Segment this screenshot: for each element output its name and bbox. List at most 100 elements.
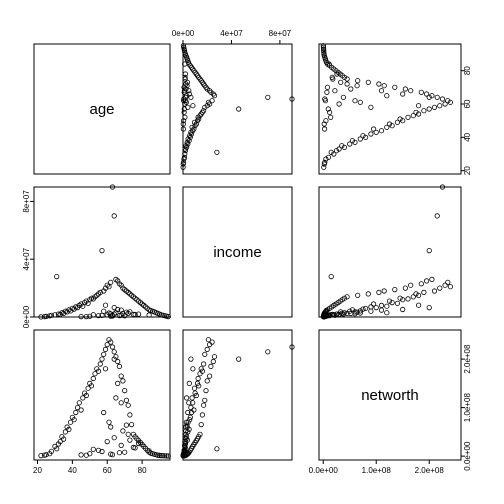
- point: [183, 99, 189, 105]
- point: [326, 109, 333, 115]
- point: [191, 119, 198, 125]
- point: [182, 114, 188, 120]
- point: [289, 344, 295, 350]
- panel-frame: [318, 43, 462, 175]
- point: [109, 184, 116, 190]
- point: [321, 51, 327, 57]
- point: [99, 248, 105, 254]
- point: [185, 409, 191, 416]
- y-tick-label: 2.0e+08: [463, 344, 472, 374]
- point: [146, 312, 152, 318]
- point: [439, 184, 446, 190]
- point: [54, 273, 60, 280]
- point: [80, 395, 86, 401]
- point: [83, 313, 89, 320]
- point: [87, 297, 93, 303]
- point: [376, 81, 382, 87]
- point: [418, 281, 424, 287]
- point: [111, 304, 117, 311]
- point: [163, 453, 170, 459]
- point: [324, 84, 331, 90]
- point: [115, 358, 121, 365]
- point: [184, 422, 190, 428]
- point: [183, 428, 189, 434]
- point: [184, 395, 190, 401]
- point: [180, 121, 186, 127]
- point: [182, 148, 188, 154]
- point: [373, 129, 379, 135]
- point: [180, 164, 186, 170]
- point: [423, 278, 430, 284]
- point: [99, 356, 105, 362]
- point: [334, 311, 340, 317]
- point: [199, 368, 205, 374]
- point: [408, 282, 414, 288]
- point: [156, 452, 163, 458]
- point: [181, 451, 187, 457]
- point: [357, 136, 363, 142]
- point: [204, 346, 210, 352]
- point: [344, 294, 350, 300]
- point: [43, 452, 49, 458]
- point: [182, 61, 188, 67]
- point: [57, 438, 63, 445]
- point: [415, 292, 422, 298]
- point: [348, 310, 354, 317]
- point: [321, 164, 327, 170]
- point: [429, 93, 435, 99]
- point: [109, 344, 116, 350]
- point: [127, 309, 133, 315]
- point: [108, 424, 114, 430]
- point: [394, 300, 400, 306]
- point: [410, 294, 416, 300]
- point: [321, 48, 327, 54]
- point: [445, 279, 451, 285]
- point: [321, 121, 327, 127]
- point: [434, 94, 440, 100]
- point: [360, 306, 366, 312]
- panel-frame: [182, 43, 293, 175]
- panel-age-vs-networth: [318, 43, 462, 175]
- point: [66, 426, 72, 432]
- point: [68, 419, 74, 425]
- point: [90, 312, 96, 318]
- point: [336, 146, 342, 152]
- point: [236, 356, 242, 362]
- point: [426, 304, 432, 311]
- point: [355, 292, 361, 298]
- point: [182, 445, 188, 451]
- point: [189, 124, 195, 130]
- point: [368, 308, 374, 314]
- point: [201, 402, 207, 408]
- point: [90, 375, 96, 382]
- point: [165, 453, 171, 459]
- point: [123, 422, 130, 428]
- point: [180, 126, 186, 132]
- point: [370, 301, 377, 307]
- point: [376, 289, 382, 295]
- x-tick-label: 20: [33, 466, 42, 475]
- point: [146, 448, 152, 454]
- point: [368, 304, 374, 310]
- point: [360, 133, 366, 139]
- point: [196, 383, 202, 389]
- point: [111, 356, 117, 362]
- point: [182, 435, 189, 441]
- panel-frame: [33, 329, 171, 461]
- point: [191, 407, 197, 413]
- point: [338, 79, 344, 85]
- point: [189, 395, 195, 401]
- x-tick-label: 60: [103, 466, 112, 475]
- point: [99, 312, 105, 318]
- point: [184, 434, 190, 440]
- point: [352, 139, 358, 145]
- point: [104, 438, 110, 445]
- point: [198, 366, 204, 372]
- y-tick-label: 60: [463, 99, 472, 108]
- point: [183, 431, 189, 437]
- point: [405, 114, 411, 120]
- x-tick-label: 80: [138, 466, 147, 475]
- point: [108, 451, 114, 457]
- point: [320, 43, 326, 49]
- point: [187, 417, 193, 423]
